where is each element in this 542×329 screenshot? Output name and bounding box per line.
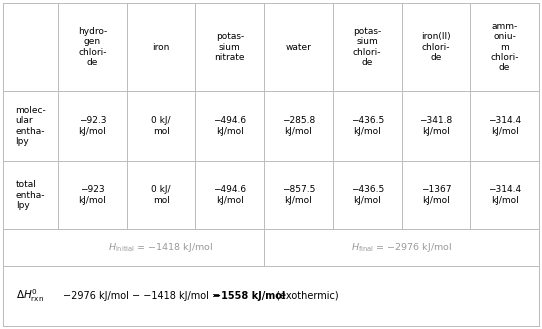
Text: iron(II)
chlori-
de: iron(II) chlori- de — [421, 32, 451, 62]
Text: −494.6
kJ/mol: −494.6 kJ/mol — [213, 185, 247, 205]
Text: potas-
sium
nitrate: potas- sium nitrate — [215, 32, 245, 62]
Text: −436.5
kJ/mol: −436.5 kJ/mol — [351, 185, 384, 205]
Text: 0 kJ/
mol: 0 kJ/ mol — [151, 116, 171, 136]
Text: $\Delta H^0_{\mathregular{rxn}}$: $\Delta H^0_{\mathregular{rxn}}$ — [16, 288, 44, 304]
Text: $\mathit{H}_{\mathregular{initial}}$ = −1418 kJ/mol: $\mathit{H}_{\mathregular{initial}}$ = −… — [108, 241, 214, 254]
Text: (exothermic): (exothermic) — [273, 291, 339, 301]
Text: iron: iron — [152, 42, 170, 52]
Text: −436.5
kJ/mol: −436.5 kJ/mol — [351, 116, 384, 136]
Text: total
entha-
lpy: total entha- lpy — [16, 180, 45, 210]
Text: molec-
ular
entha-
lpy: molec- ular entha- lpy — [15, 106, 46, 146]
Text: amm-
oniu-
m
chlori-
de: amm- oniu- m chlori- de — [491, 22, 519, 72]
Text: −341.8
kJ/mol: −341.8 kJ/mol — [420, 116, 453, 136]
Text: potas-
sium
chlori-
de: potas- sium chlori- de — [353, 27, 382, 67]
Text: hydro-
gen
chlori-
de: hydro- gen chlori- de — [78, 27, 107, 67]
Text: −92.3
kJ/mol: −92.3 kJ/mol — [79, 116, 106, 136]
Text: −285.8
kJ/mol: −285.8 kJ/mol — [282, 116, 315, 136]
Text: −1367
kJ/mol: −1367 kJ/mol — [421, 185, 451, 205]
Text: −494.6
kJ/mol: −494.6 kJ/mol — [213, 116, 247, 136]
Text: water: water — [286, 42, 312, 52]
Text: −857.5
kJ/mol: −857.5 kJ/mol — [282, 185, 315, 205]
Text: −314.4
kJ/mol: −314.4 kJ/mol — [488, 116, 521, 136]
Text: −2976 kJ/mol − −1418 kJ/mol =: −2976 kJ/mol − −1418 kJ/mol = — [63, 291, 223, 301]
Text: $\mathit{H}_{\mathregular{final}}$ = −2976 kJ/mol: $\mathit{H}_{\mathregular{final}}$ = −29… — [351, 241, 452, 254]
Text: −314.4
kJ/mol: −314.4 kJ/mol — [488, 185, 521, 205]
Text: 0 kJ/
mol: 0 kJ/ mol — [151, 185, 171, 205]
Text: −1558 kJ/mol: −1558 kJ/mol — [213, 291, 286, 301]
Text: −923
kJ/mol: −923 kJ/mol — [79, 185, 106, 205]
